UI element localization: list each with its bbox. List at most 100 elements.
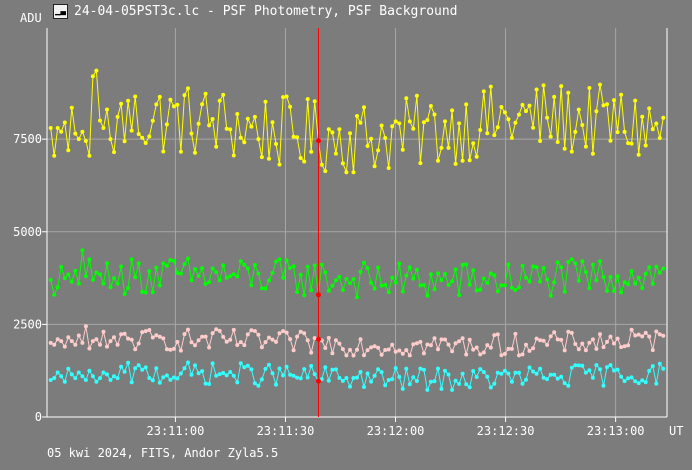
data-point [161, 261, 166, 266]
x-tick-label: 23:12:00 [367, 424, 425, 438]
data-point [267, 362, 271, 367]
data-point [633, 333, 638, 338]
data-point [200, 102, 205, 107]
data-point [168, 377, 173, 382]
data-point [407, 382, 412, 387]
data-point [583, 348, 588, 353]
data-point [270, 270, 275, 275]
data-point [499, 371, 504, 376]
data-point [513, 370, 518, 375]
data-point [80, 129, 85, 134]
data-point [481, 350, 486, 355]
data-point [249, 367, 254, 372]
data-point [309, 149, 314, 154]
light-curve-icon[interactable]: ▁▃ [53, 4, 68, 19]
data-point [277, 331, 282, 336]
data-point [390, 342, 395, 347]
data-point [640, 286, 645, 291]
data-point [112, 150, 116, 155]
data-point [242, 343, 247, 348]
data-point [650, 127, 655, 132]
data-point [576, 363, 581, 368]
series-layer [48, 68, 666, 392]
data-point [87, 257, 92, 262]
data-point [390, 124, 395, 129]
data-point [267, 278, 271, 283]
data-point [178, 348, 183, 353]
data-point [263, 99, 268, 104]
data-point [182, 332, 187, 337]
data-point [270, 120, 275, 125]
data-point [414, 267, 419, 272]
data-point [270, 371, 275, 376]
data-point [552, 94, 557, 99]
data-point [372, 286, 377, 291]
data-point [594, 278, 599, 283]
data-point [108, 137, 113, 142]
data-point [147, 134, 152, 139]
data-point [541, 83, 546, 88]
data-point [126, 360, 131, 365]
data-point [467, 385, 472, 390]
data-point [467, 158, 472, 163]
data-point [414, 379, 419, 383]
data-point [52, 342, 57, 347]
data-point [66, 148, 71, 153]
data-point [267, 335, 271, 340]
data-point [612, 368, 616, 373]
data-point [520, 102, 525, 107]
data-point [62, 344, 67, 349]
data-point [383, 282, 388, 287]
data-point [115, 342, 120, 347]
data-point [122, 331, 127, 336]
data-point [439, 386, 444, 391]
data-point [460, 336, 465, 341]
data-point [418, 283, 423, 288]
data-point [467, 337, 472, 342]
data-point [587, 340, 592, 345]
data-point [323, 346, 328, 350]
data-point [418, 161, 423, 166]
data-point [421, 367, 426, 372]
data-point [323, 169, 328, 174]
data-point [460, 158, 465, 163]
data-point [548, 372, 553, 377]
data-point [59, 339, 64, 344]
data-point [506, 262, 511, 267]
data-point [98, 342, 102, 347]
data-point [129, 380, 134, 385]
series-1 [48, 248, 666, 300]
data-point [481, 89, 486, 94]
data-point [66, 335, 71, 340]
data-point [598, 332, 602, 337]
data-point [657, 270, 662, 275]
data-point [154, 265, 159, 270]
data-point [351, 277, 356, 282]
data-point [601, 103, 606, 108]
data-point [460, 371, 465, 376]
data-point [531, 264, 536, 269]
data-point [115, 376, 120, 381]
data-point [344, 376, 349, 380]
data-point [182, 262, 187, 266]
data-point [520, 263, 525, 268]
data-point [200, 266, 205, 271]
data-point [221, 334, 226, 339]
data-point [62, 276, 67, 281]
data-point [305, 97, 310, 102]
data-point [105, 344, 109, 349]
data-point [372, 164, 377, 169]
data-point [531, 369, 536, 374]
data-point [143, 329, 148, 334]
data-point [52, 376, 57, 381]
data-point [323, 270, 328, 275]
data-point [524, 275, 528, 280]
data-point [94, 337, 99, 342]
data-point [147, 376, 152, 380]
data-point [168, 347, 173, 352]
data-point [48, 126, 53, 130]
data-point [231, 272, 236, 277]
data-point [513, 120, 518, 125]
data-point [295, 375, 300, 380]
